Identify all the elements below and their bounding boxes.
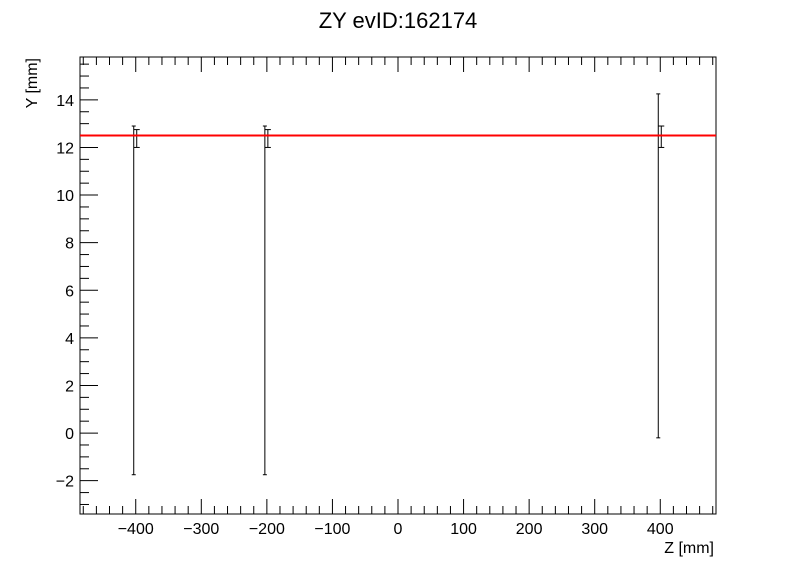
- x-axis-ticks: [82, 57, 714, 514]
- y-tick-label: 0: [65, 426, 74, 443]
- x-axis-label: Z [mm]: [664, 540, 714, 557]
- x-axis-tick-labels: −400 −300 −200 −100 0 100 200 300 400: [118, 521, 674, 538]
- data-point: [656, 93, 665, 439]
- y-tick-label: 14: [56, 93, 74, 110]
- y-tick-label: 10: [56, 188, 74, 205]
- y-axis-tick-labels: −2 0 2 4 6 8 10 12 14: [56, 93, 74, 491]
- x-tick-label: −300: [183, 521, 219, 538]
- x-tick-label: −100: [314, 521, 350, 538]
- y-axis-ticks: [80, 63, 98, 505]
- x-tick-label: 400: [647, 521, 674, 538]
- chart-title: ZY evID:162174: [319, 8, 478, 33]
- plot-frame: [79, 56, 717, 515]
- x-tick-label: 100: [450, 521, 477, 538]
- y-tick-label: 4: [65, 331, 74, 348]
- data-point: [131, 125, 140, 476]
- data-point: [262, 125, 271, 476]
- y-tick-label: 12: [56, 140, 74, 157]
- x-tick-label: 300: [581, 521, 608, 538]
- x-tick-label: 0: [394, 521, 403, 538]
- x-tick-label: −400: [118, 521, 154, 538]
- y-tick-label: 8: [65, 236, 74, 253]
- y-tick-label: 2: [65, 378, 74, 395]
- data-points: [131, 93, 665, 476]
- y-tick-label: −2: [56, 474, 74, 491]
- y-axis-label: Y [mm]: [24, 58, 41, 108]
- x-tick-label: 200: [516, 521, 543, 538]
- x-tick-label: −200: [249, 521, 285, 538]
- y-tick-label: 6: [65, 283, 74, 300]
